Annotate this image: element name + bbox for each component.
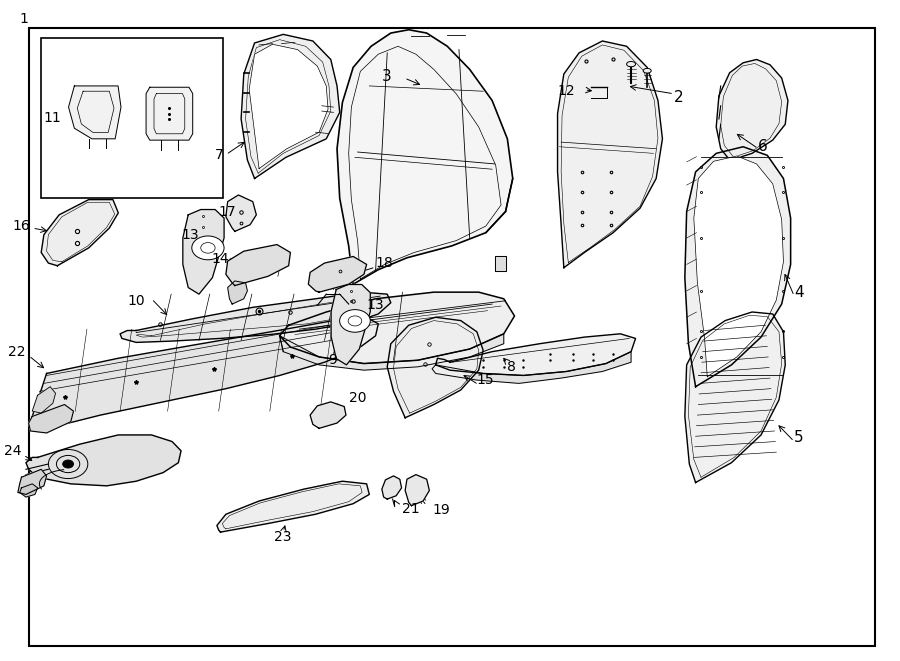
Text: 2: 2 [674,91,684,105]
Polygon shape [436,334,635,375]
Polygon shape [310,402,346,428]
Text: 20: 20 [348,391,366,405]
Text: 10: 10 [127,293,145,308]
Polygon shape [217,481,369,532]
Polygon shape [694,156,784,377]
Polygon shape [685,147,790,387]
Text: 15: 15 [477,373,494,387]
Text: 14: 14 [212,252,230,266]
Polygon shape [32,387,56,413]
Polygon shape [241,34,339,178]
Circle shape [192,236,224,260]
Text: 7: 7 [214,147,223,162]
Text: 11: 11 [43,110,60,125]
Text: 16: 16 [13,219,31,233]
Ellipse shape [644,68,652,73]
Polygon shape [280,292,515,364]
Text: 1: 1 [20,11,29,26]
Text: 21: 21 [402,502,420,516]
Text: 8: 8 [508,360,517,374]
Polygon shape [120,292,391,342]
Text: 17: 17 [219,204,237,219]
Polygon shape [32,317,378,426]
Text: 12: 12 [558,84,575,98]
Text: 6: 6 [759,139,768,154]
Polygon shape [331,284,370,365]
Text: 4: 4 [794,285,804,299]
Circle shape [63,460,74,468]
Text: 13: 13 [366,298,384,313]
Text: 18: 18 [375,256,393,270]
Text: 13: 13 [181,227,199,242]
Polygon shape [280,334,504,370]
Text: 19: 19 [432,503,450,518]
Polygon shape [716,59,788,160]
Ellipse shape [626,61,635,67]
Text: 24: 24 [4,444,22,458]
Text: 23: 23 [274,529,292,544]
Polygon shape [382,476,401,499]
Bar [41,38,223,198]
Polygon shape [226,195,256,231]
Text: 3: 3 [382,69,392,83]
Polygon shape [226,245,291,286]
Polygon shape [68,86,121,139]
Polygon shape [228,281,248,304]
Text: 9: 9 [328,353,337,368]
Polygon shape [405,475,429,506]
Polygon shape [309,256,366,292]
Text: 22: 22 [8,344,26,359]
Polygon shape [337,30,513,284]
Polygon shape [558,41,662,268]
Polygon shape [20,484,38,497]
Polygon shape [685,312,786,483]
Polygon shape [183,210,224,294]
Polygon shape [29,405,74,433]
Polygon shape [146,87,193,140]
Polygon shape [495,256,506,271]
Circle shape [339,309,370,332]
Polygon shape [26,435,181,486]
Polygon shape [18,469,47,494]
Text: 5: 5 [794,430,804,445]
Polygon shape [387,317,483,418]
Polygon shape [41,200,118,266]
Polygon shape [432,352,631,383]
Polygon shape [249,44,328,169]
